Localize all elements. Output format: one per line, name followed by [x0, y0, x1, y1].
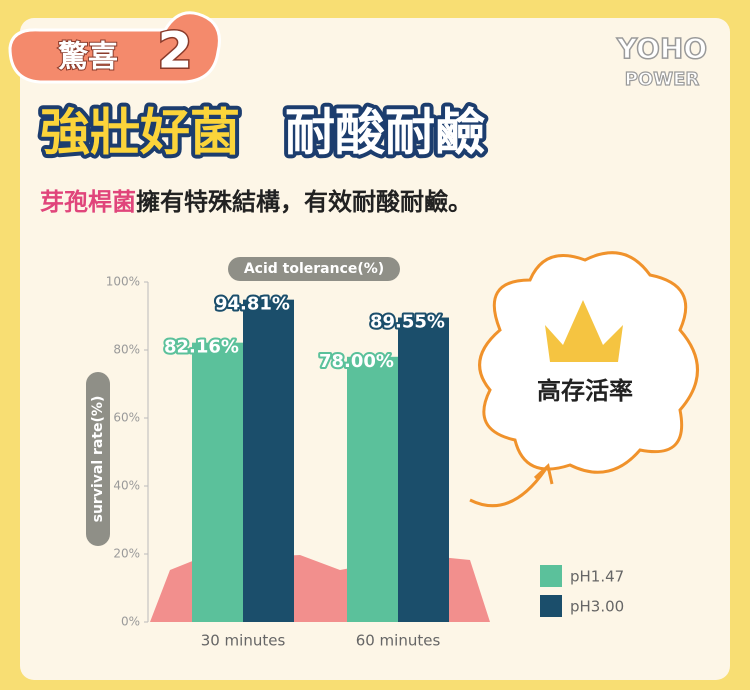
callout-arrow [469, 469, 547, 508]
y-label-chip [86, 372, 110, 546]
value-label: 89.55% [370, 312, 445, 333]
bar [243, 299, 294, 622]
callout-arrowhead [533, 463, 554, 485]
headline-part2: 耐酸耐鹼 [285, 104, 485, 162]
callout-cloud [478, 251, 699, 474]
badge-number: 2 [158, 22, 193, 80]
subtitle-text: 擁有特殊結構，有效耐酸耐鹼。 [136, 188, 472, 216]
legend-swatch [540, 565, 562, 587]
legend-swatch [540, 595, 562, 617]
crown [545, 300, 623, 362]
y-tick-label: 20% [113, 547, 140, 561]
value-label: 82.16% [164, 337, 239, 358]
y-axis-label: survival rate(%) [90, 396, 106, 523]
bar [192, 342, 243, 622]
legend-label: pH1.47 [570, 568, 624, 586]
y-tick-label: 80% [113, 343, 140, 357]
subtitle-highlight: 芽孢桿菌 [40, 188, 136, 216]
chart-title: Acid tolerance(%) [244, 261, 384, 277]
subtitle: 芽孢桿菌擁有特殊結構，有效耐酸耐鹼。 [40, 188, 472, 216]
value-label: 94.81% [215, 294, 290, 315]
y-tick-label: 100% [106, 275, 140, 289]
legend-label: pH3.00 [570, 598, 624, 616]
badge-text: 驚喜 [58, 40, 118, 75]
bar [398, 317, 449, 622]
badge-shape [8, 11, 221, 84]
chart-title-chip [228, 257, 400, 281]
x-tick-label: 30 minutes [201, 632, 286, 650]
bar [347, 356, 398, 622]
value-label: 78.00% [319, 351, 394, 372]
headline-part1: 強壯好菌 [40, 104, 240, 162]
logo-line2: POWER [625, 69, 700, 90]
y-tick-label: 60% [113, 411, 140, 425]
y-tick-label: 40% [113, 479, 140, 493]
logo-line1: YOHO [616, 32, 707, 65]
x-tick-label: 60 minutes [356, 632, 441, 650]
y-tick-label: 0% [121, 615, 140, 629]
callout-text: 高存活率 [537, 377, 633, 405]
